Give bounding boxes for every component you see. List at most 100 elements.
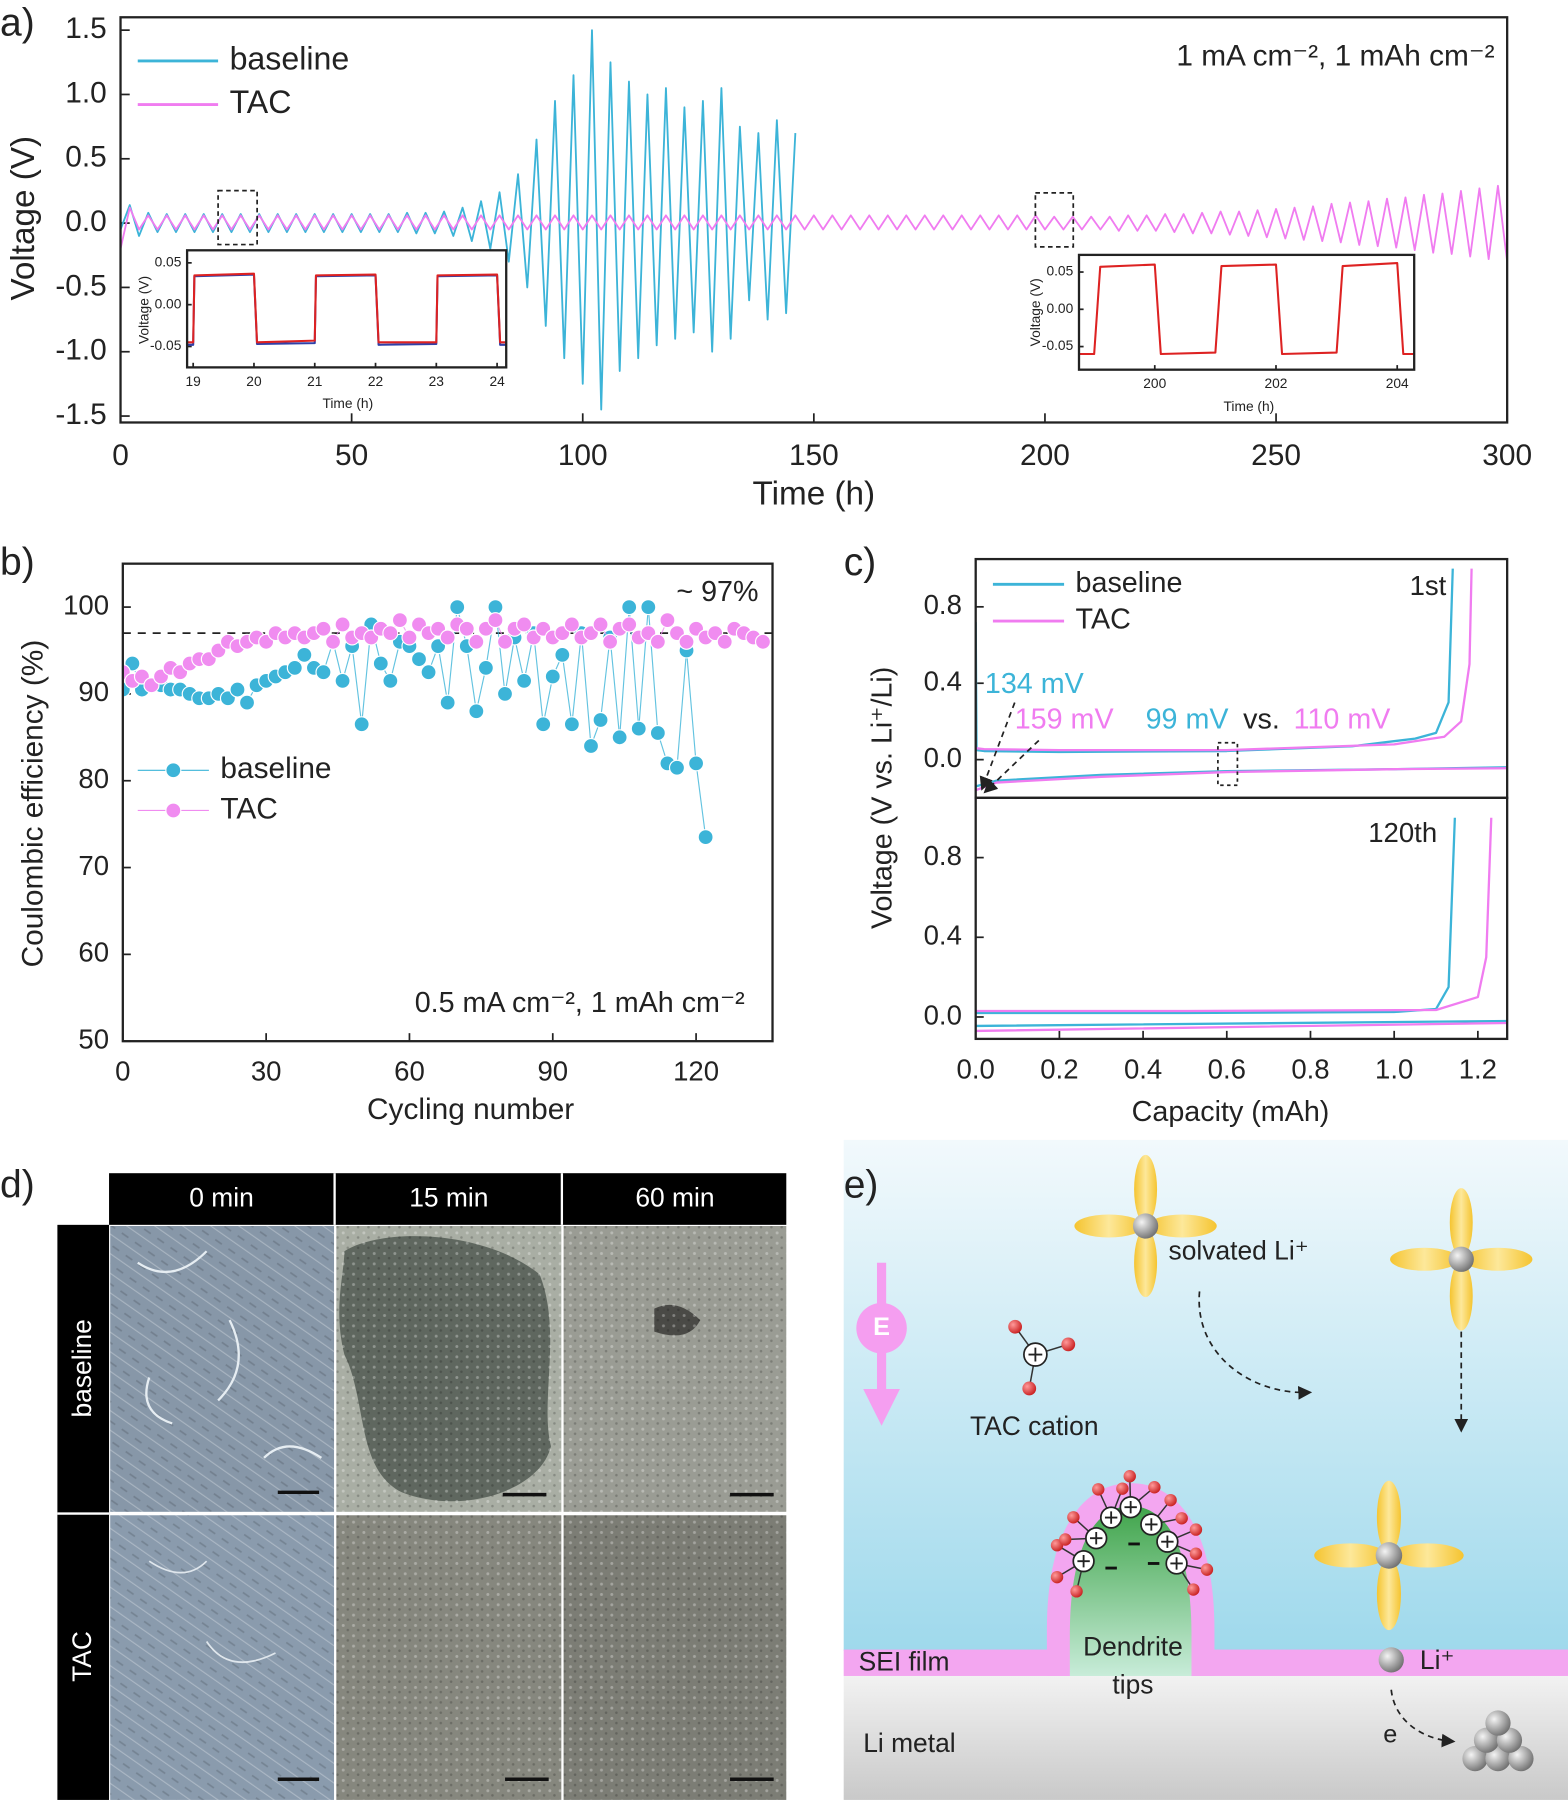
point bbox=[391, 612, 408, 629]
dendrite-label: Dendrite bbox=[1083, 1631, 1183, 1661]
x-tick-label: 250 bbox=[1251, 439, 1301, 472]
atom bbox=[1067, 1511, 1080, 1524]
atom bbox=[1148, 1481, 1161, 1494]
zoom-box bbox=[1217, 741, 1239, 787]
electron-label: e bbox=[1383, 1720, 1397, 1748]
solvent-lobe bbox=[1376, 1557, 1401, 1631]
x-tick-label: 1.2 bbox=[1459, 1053, 1497, 1084]
series-line bbox=[975, 817, 1508, 1028]
diagram-panel: E solvated Li⁺ TAC cation SEI film Dendr… bbox=[843, 1139, 1568, 1800]
panel-label: d) bbox=[0, 1163, 35, 1206]
point bbox=[602, 633, 619, 650]
column-label: 15 min bbox=[409, 1183, 488, 1213]
solvent-lobe bbox=[1074, 1214, 1144, 1238]
atom bbox=[1175, 1512, 1188, 1525]
tac-cation bbox=[1165, 1552, 1214, 1596]
x-axis-label: Capacity (mAh) bbox=[1132, 1096, 1330, 1128]
annotation: 134 mV bbox=[985, 668, 1085, 700]
x-tick-label: 0.8 bbox=[1291, 1053, 1329, 1084]
y-tick-label: -1.0 bbox=[55, 334, 106, 367]
annotation: 1st bbox=[1410, 570, 1447, 601]
panel-label: e) bbox=[844, 1163, 879, 1206]
annotation: 159 mV bbox=[1015, 704, 1115, 736]
y-tick-label: 0.5 bbox=[65, 141, 106, 174]
y-axis-label: Voltage (V) bbox=[1028, 278, 1043, 346]
chart: 19 20 21 22 23 24 -0.05 0.00 0.05 Time (h) Voltage… bbox=[136, 249, 508, 411]
y-tick-label: 100 bbox=[63, 589, 109, 620]
point bbox=[697, 829, 714, 846]
solvated-label: solvated Li⁺ bbox=[1169, 1235, 1309, 1265]
point bbox=[688, 755, 705, 772]
point bbox=[315, 620, 332, 637]
field-label: E bbox=[873, 1313, 890, 1341]
point bbox=[449, 599, 466, 616]
point bbox=[611, 729, 628, 746]
y-tick-label: 1.5 bbox=[65, 12, 106, 45]
legend-label: TAC bbox=[220, 792, 277, 825]
solvent-lobe bbox=[1463, 1247, 1533, 1271]
point bbox=[496, 685, 514, 702]
x-axis-label: Cycling number bbox=[367, 1093, 574, 1126]
point bbox=[754, 633, 772, 650]
series-group bbox=[187, 272, 507, 346]
photo bbox=[336, 1225, 562, 1512]
atom bbox=[1092, 1483, 1105, 1496]
point bbox=[659, 612, 676, 629]
panel-label: b) bbox=[0, 541, 35, 584]
annotation: ~ 97% bbox=[676, 576, 758, 608]
point bbox=[238, 694, 256, 711]
legend-label: TAC bbox=[230, 84, 292, 120]
plus-sign bbox=[1124, 1501, 1137, 1514]
x-tick-label: 0.0 bbox=[957, 1053, 995, 1084]
annotation: 0.5 mA cm⁻², 1 mAh cm⁻² bbox=[415, 987, 745, 1019]
y-tick-label: -0.05 bbox=[150, 338, 182, 353]
li-atom bbox=[1485, 1710, 1511, 1736]
icons bbox=[1008, 1154, 1534, 1772]
li-atom bbox=[1485, 1745, 1511, 1772]
pointer-arrow bbox=[983, 739, 1040, 794]
x-tick-label: 30 bbox=[251, 1056, 282, 1087]
series-group bbox=[122, 599, 772, 846]
li-ion bbox=[1375, 1542, 1403, 1569]
x-tick-label: 0 bbox=[115, 1056, 130, 1087]
point bbox=[621, 599, 638, 616]
legend-marker bbox=[165, 762, 182, 779]
atom bbox=[1187, 1583, 1200, 1596]
solvent-lobe bbox=[1147, 1214, 1217, 1238]
x-axis-label: Time (h) bbox=[753, 476, 876, 513]
solvent-lobe bbox=[1376, 1480, 1401, 1554]
point bbox=[535, 716, 552, 733]
point bbox=[229, 681, 246, 698]
x-tick-label: 0 bbox=[112, 439, 129, 472]
x-tick-label: 60 bbox=[394, 1056, 425, 1087]
tac-cation bbox=[1119, 1470, 1161, 1519]
point bbox=[554, 646, 571, 663]
series-group bbox=[975, 817, 1508, 1033]
zoom-box bbox=[1034, 192, 1075, 248]
annotation: 99 mV bbox=[1146, 704, 1230, 736]
tac-cation bbox=[1140, 1493, 1188, 1536]
plot-frame bbox=[185, 249, 508, 369]
x-tick-label: 1.0 bbox=[1375, 1053, 1413, 1084]
y-tick-label: 0.4 bbox=[924, 666, 962, 697]
x-tick-label: 120 bbox=[673, 1056, 719, 1087]
point bbox=[640, 599, 657, 616]
legend-marker bbox=[165, 802, 182, 819]
x-tick-label: 22 bbox=[368, 374, 383, 389]
x-tick-label: 200 bbox=[1143, 376, 1166, 391]
y-tick-label: 60 bbox=[78, 937, 109, 968]
li-ion bbox=[1132, 1213, 1159, 1239]
x-tick-label: 200 bbox=[1020, 439, 1070, 472]
point bbox=[468, 633, 485, 650]
atom bbox=[1008, 1319, 1023, 1334]
point bbox=[353, 716, 370, 733]
plus-sign bbox=[1077, 1554, 1090, 1568]
point bbox=[286, 659, 303, 676]
photo bbox=[110, 1225, 335, 1512]
legend-label: baseline bbox=[230, 40, 350, 76]
x-tick-label: 20 bbox=[246, 374, 262, 389]
series-line bbox=[975, 817, 1508, 1033]
atom bbox=[1189, 1547, 1203, 1560]
atom bbox=[1070, 1585, 1083, 1598]
